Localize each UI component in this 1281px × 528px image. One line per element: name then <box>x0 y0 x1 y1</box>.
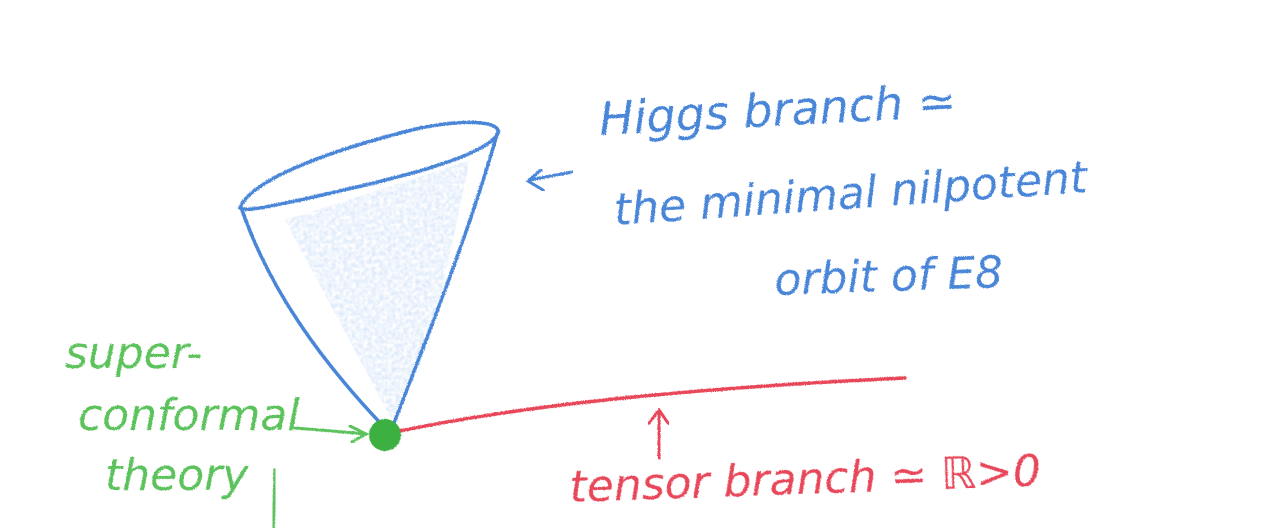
higgs-label-line2: the minimal nilpotent <box>612 152 1090 236</box>
higgs-label: Higgs branch ≃ the minimal nilpotent orb… <box>598 73 1091 306</box>
higgs-arrow <box>525 168 574 192</box>
tensor-branch-line <box>393 376 907 434</box>
higgs-cone <box>237 120 500 430</box>
scft-label-line2: conformal <box>78 390 300 441</box>
cone-shading <box>285 160 470 420</box>
tensor-arrow <box>647 407 670 460</box>
higgs-label-line1: Higgs branch ≃ <box>598 73 958 146</box>
scft-label: super- conformal theory <box>65 328 300 501</box>
scft-label-line1: super- <box>65 328 202 379</box>
scft-tail <box>271 468 277 528</box>
scft-label-line3: theory <box>105 450 249 501</box>
cone-right-edge <box>390 132 499 430</box>
cone-left-edge <box>240 208 387 430</box>
tensor-label: tensor branch ≃ ℝ>0 <box>569 446 1042 513</box>
scft-arrow <box>293 424 370 444</box>
scft-point <box>369 419 401 451</box>
higgs-label-line3: orbit of E8 <box>774 247 1004 306</box>
